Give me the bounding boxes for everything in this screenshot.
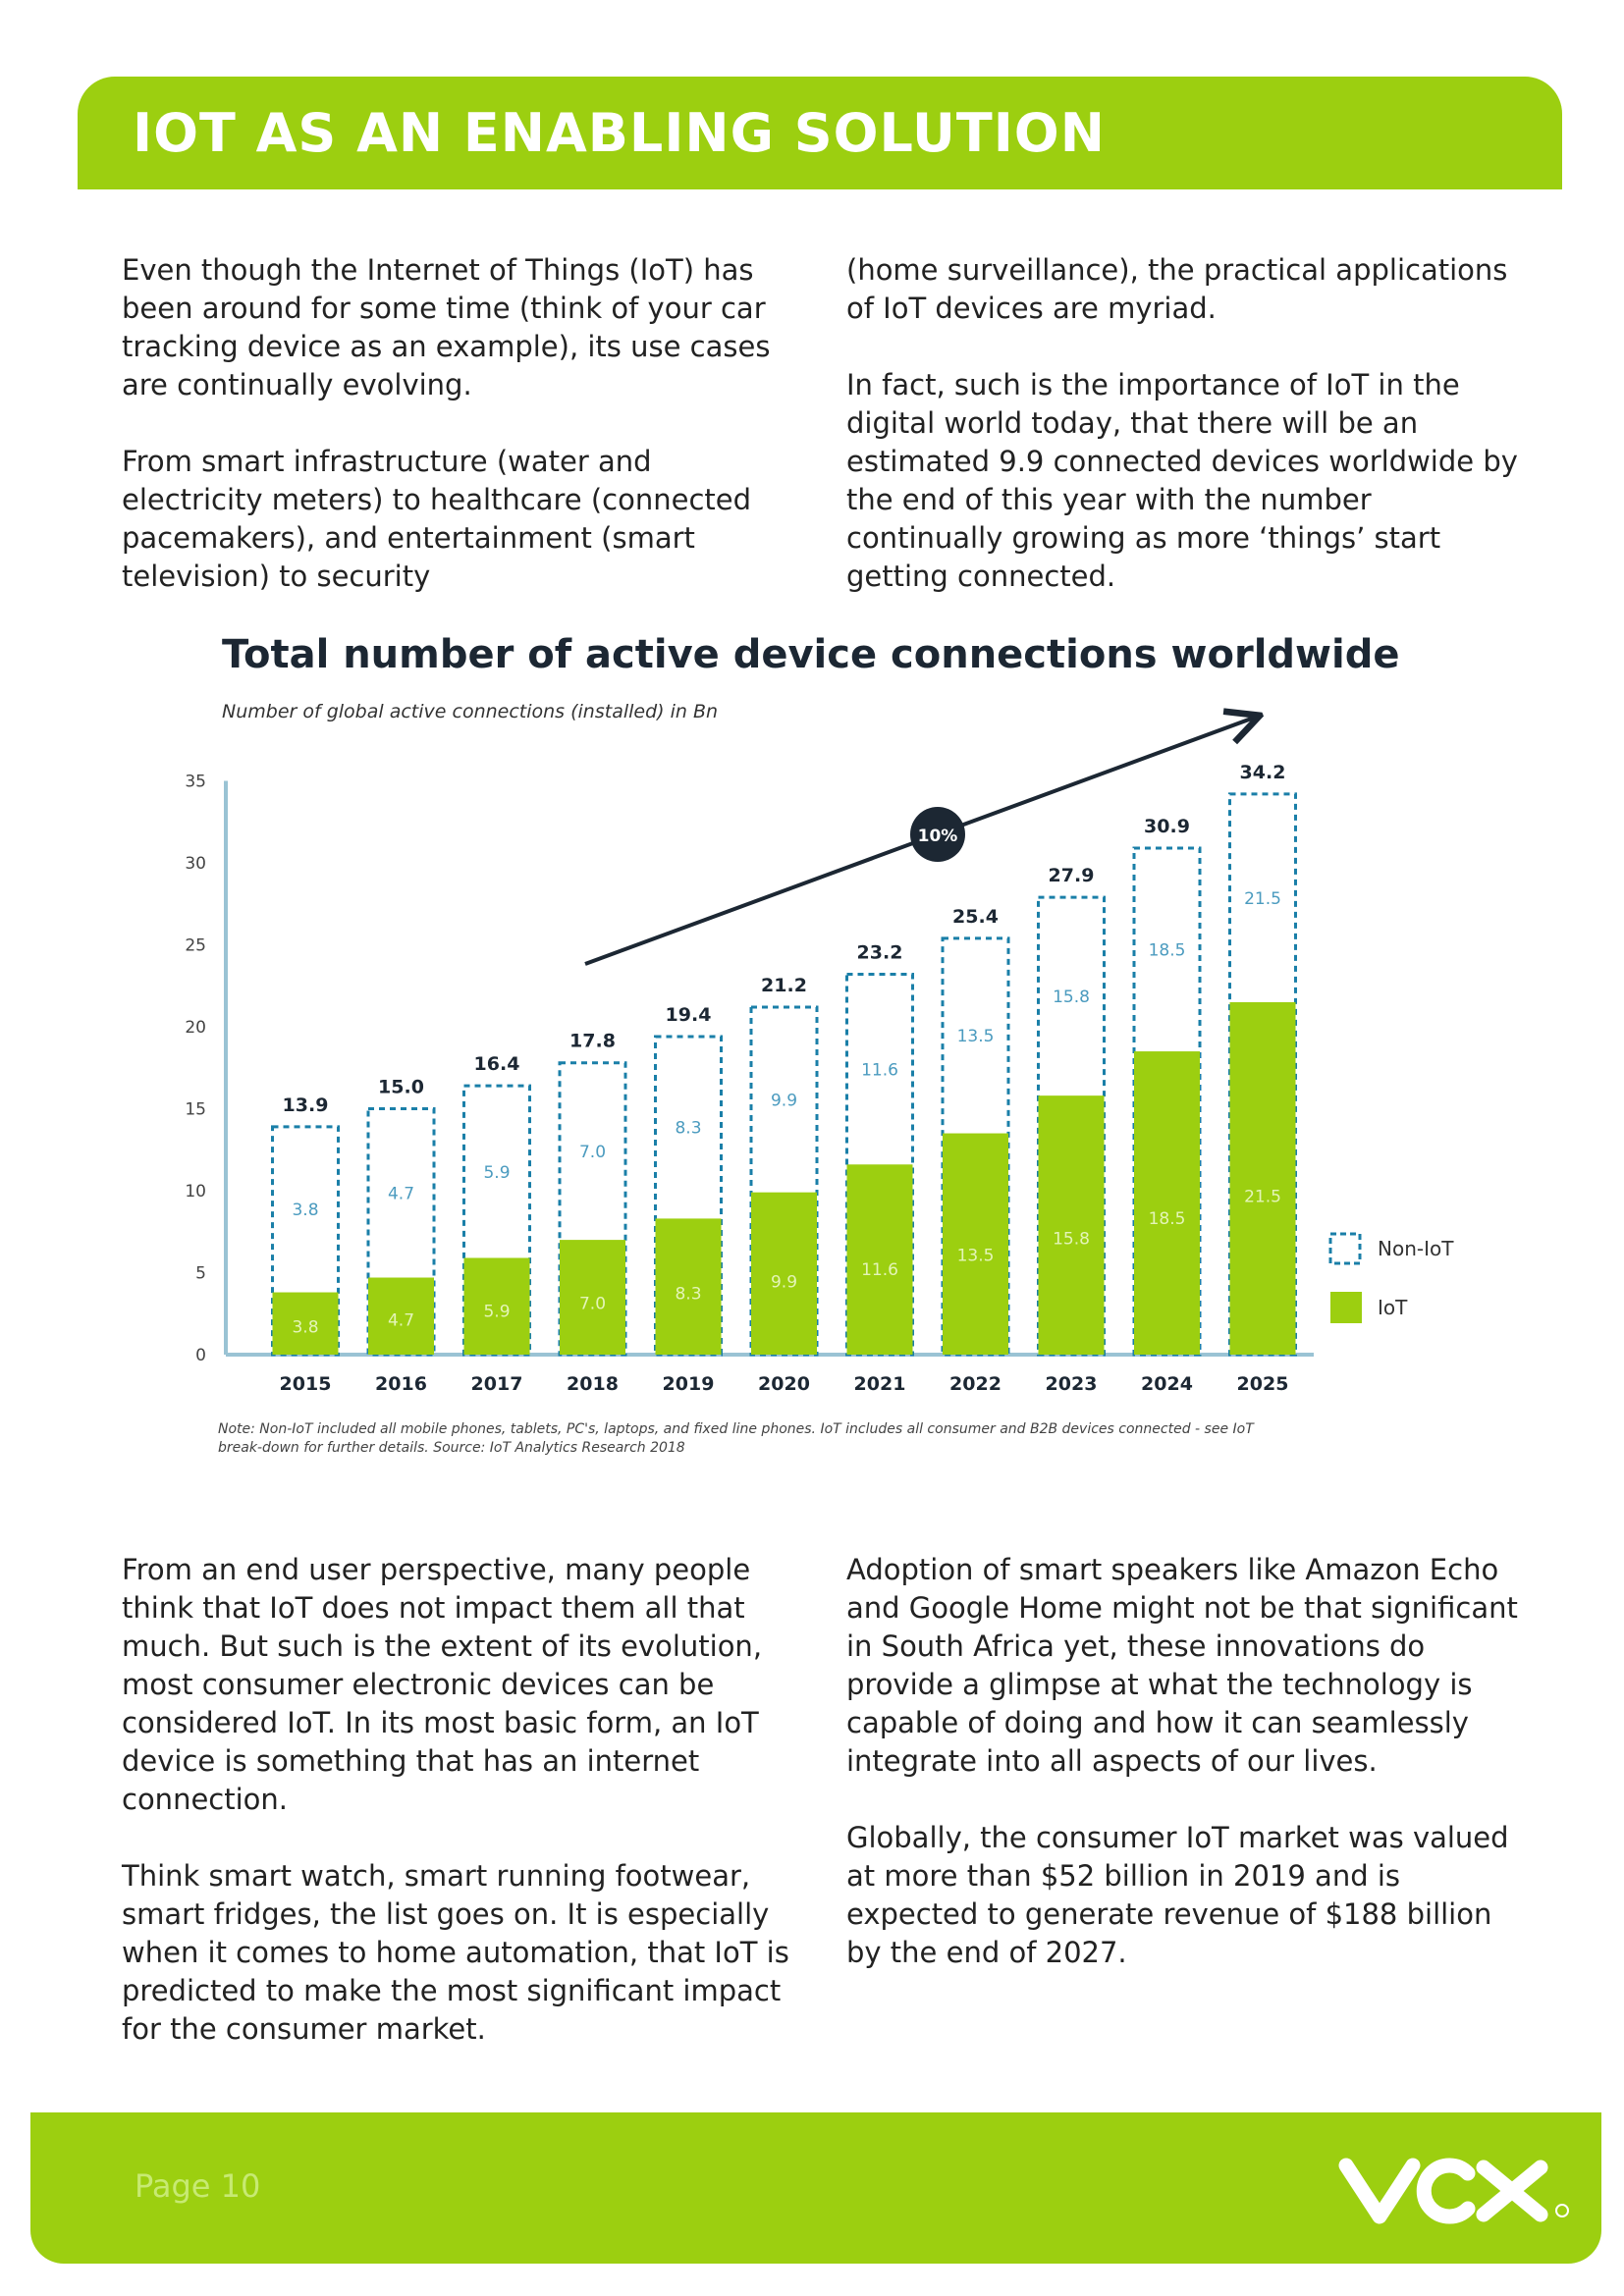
iot-bar [368, 1277, 434, 1355]
iot-value-label: 15.8 [1053, 1229, 1090, 1249]
iot-bar [846, 1164, 913, 1355]
header-banner: IOT AS AN ENABLING SOLUTION [78, 77, 1562, 189]
y-tick-label: 5 [195, 1264, 206, 1284]
intro-right-paragraph-2: In fact, such is the importance of IoT i… [846, 368, 1518, 593]
iot-value-label: 18.5 [1149, 1209, 1186, 1229]
total-value-label: 19.4 [666, 1004, 712, 1026]
body-left-paragraph-1: From an end user perspective, many peopl… [122, 1553, 763, 1816]
non-iot-value-label: 18.5 [1149, 941, 1186, 961]
non-iot-value-label: 5.9 [483, 1163, 510, 1183]
non-iot-value-label: 8.3 [675, 1119, 701, 1139]
x-tick-label: 2016 [375, 1373, 427, 1395]
non-iot-bar [654, 1035, 723, 1357]
y-tick-label: 0 [195, 1346, 206, 1365]
total-value-label: 17.8 [569, 1031, 616, 1052]
x-tick-label: 2020 [758, 1373, 810, 1395]
non-iot-value-label: 11.6 [861, 1060, 898, 1080]
iot-value-label: 13.5 [957, 1247, 995, 1266]
y-tick-label: 20 [185, 1018, 206, 1038]
legend-non-iot-swatch [1328, 1232, 1362, 1265]
chart-note: Note: Non-IoT included all mobile phones… [218, 1421, 1254, 1456]
total-value-label: 23.2 [857, 942, 903, 964]
total-value-label: 25.4 [952, 906, 999, 928]
iot-bar [560, 1240, 625, 1355]
non-iot-bar [366, 1107, 436, 1357]
total-value-label: 27.9 [1049, 865, 1095, 886]
total-value-label: 16.4 [474, 1053, 520, 1075]
chart-subtitle: Number of global active connections (ins… [222, 701, 719, 722]
non-iot-value-label: 4.7 [388, 1185, 414, 1204]
non-iot-value-label: 15.8 [1053, 988, 1090, 1007]
iot-bar [1038, 1095, 1105, 1355]
intro-left-paragraph-1: Even though the Internet of Things (IoT)… [122, 253, 771, 401]
iot-value-label: 7.0 [579, 1294, 606, 1313]
iot-bar [655, 1218, 722, 1355]
iot-value-label: 8.3 [675, 1285, 701, 1305]
x-tick-label: 2023 [1046, 1373, 1098, 1395]
body-left-paragraph-2: Think smart watch, smart running footwea… [122, 1859, 789, 2046]
non-iot-value-label: 7.0 [579, 1143, 606, 1162]
iot-value-label: 21.5 [1244, 1187, 1281, 1206]
chart-title: Total number of active device connection… [222, 632, 1400, 677]
y-tick-label: 10 [185, 1182, 206, 1201]
iot-bar [943, 1133, 1008, 1355]
body-right-column: Adoption of smart speakers like Amazon E… [846, 1551, 1534, 2010]
y-tick-label: 35 [185, 773, 206, 792]
intro-left-column: Even though the Internet of Things (IoT)… [122, 251, 799, 634]
iot-value-label: 5.9 [483, 1303, 510, 1322]
total-value-label: 21.2 [761, 975, 807, 996]
iot-value-label: 3.8 [292, 1317, 318, 1337]
total-value-label: 15.0 [378, 1077, 424, 1098]
iot-bar [1229, 1001, 1296, 1355]
x-tick-label: 2025 [1237, 1373, 1289, 1395]
x-tick-label: 2021 [854, 1373, 906, 1395]
iot-bar [1134, 1051, 1200, 1355]
iot-bar [751, 1192, 817, 1355]
y-tick-label: 15 [185, 1100, 206, 1120]
intro-right-paragraph-1: (home surveillance), the practical appli… [846, 253, 1508, 325]
x-tick-label: 2019 [663, 1373, 715, 1395]
iot-bar [272, 1292, 339, 1355]
iot-value-label: 9.9 [771, 1273, 797, 1293]
body-right-paragraph-2: Globally, the consumer IoT market was va… [846, 1821, 1509, 1969]
legend-iot-swatch [1330, 1292, 1362, 1323]
page-number: Page 10 [135, 2167, 261, 2205]
total-value-label: 34.2 [1240, 762, 1286, 783]
legend-iot-label: IoT [1378, 1296, 1408, 1319]
total-value-label: 13.9 [283, 1095, 329, 1116]
non-iot-value-label: 3.8 [292, 1201, 318, 1220]
footer-banner: Page 10 [30, 2112, 1601, 2264]
x-tick-label: 2022 [949, 1373, 1001, 1395]
vox-logo [1338, 2158, 1569, 2224]
non-iot-value-label: 9.9 [771, 1091, 797, 1110]
x-tick-label: 2018 [567, 1373, 619, 1395]
y-tick-label: 25 [185, 936, 206, 956]
intro-left-paragraph-2: From smart infrastructure (water and ele… [122, 445, 752, 593]
x-tick-label: 2017 [471, 1373, 523, 1395]
device-connections-chart: 051015202530353.83.813.920154.74.715.020… [185, 0, 1454, 1395]
iot-value-label: 4.7 [388, 1311, 414, 1331]
total-value-label: 30.9 [1144, 816, 1190, 837]
body-right-paragraph-1: Adoption of smart speakers like Amazon E… [846, 1553, 1518, 1778]
body-left-column: From an end user perspective, many peopl… [122, 1551, 799, 2087]
x-tick-label: 2015 [280, 1373, 332, 1395]
non-iot-value-label: 21.5 [1244, 889, 1281, 909]
legend-non-iot-label: Non-IoT [1378, 1237, 1454, 1260]
iot-bar [463, 1257, 530, 1355]
iot-value-label: 11.6 [861, 1260, 898, 1280]
non-iot-value-label: 13.5 [957, 1027, 995, 1046]
y-tick-label: 30 [185, 854, 206, 874]
growth-badge [910, 807, 965, 862]
growth-badge-label: 10% [918, 827, 958, 846]
x-tick-label: 2024 [1141, 1373, 1193, 1395]
page-title: IOT AS AN ENABLING SOLUTION [133, 102, 1106, 164]
intro-right-column: (home surveillance), the practical appli… [846, 251, 1534, 634]
